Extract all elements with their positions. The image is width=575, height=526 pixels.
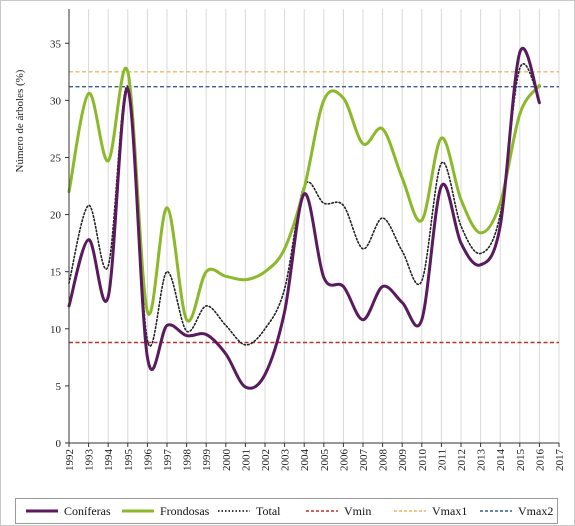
legend-swatch-vmax2 — [480, 510, 512, 512]
x-tick-label-2006: 2006 — [338, 449, 350, 472]
legend-label-vmin: Vmin — [344, 503, 372, 518]
x-tick-label-2016: 2016 — [534, 449, 546, 472]
legend-item-total: Total — [216, 502, 281, 520]
x-tick-label-2014: 2014 — [495, 449, 507, 472]
reference-lines — [69, 71, 559, 344]
legend-item-coniferas: Coníferas — [24, 502, 111, 520]
x-tick-label-2011: 2011 — [436, 449, 448, 471]
legend-item-vmax2: Vmax2 — [478, 502, 553, 520]
x-tick-label-2002: 2002 — [260, 449, 272, 471]
x-tick-label-2015: 2015 — [515, 449, 527, 472]
x-tick-label-1993: 1993 — [84, 449, 96, 472]
legend-item-vmin: Vmin — [304, 502, 371, 520]
y-tick-label-0: 0 — [56, 438, 62, 450]
legend-swatch-vmin — [306, 510, 338, 512]
legend-swatch-total — [218, 510, 250, 512]
x-tick-label-2007: 2007 — [358, 449, 370, 472]
x-tick-label-2017: 2017 — [554, 449, 566, 472]
legend-label-coniferas: Coníferas — [64, 503, 111, 518]
axes: 0 5 10 15 20 25 30 35 1992 1993 1994 1995 1996 1997 19… — [50, 9, 566, 471]
x-tick-label-1997: 1997 — [162, 449, 174, 472]
x-tick-label-2005: 2005 — [319, 449, 331, 472]
legend-label-total: Total — [256, 503, 281, 518]
x-tick-label-1994: 1994 — [103, 449, 115, 472]
x-tick-label-2004: 2004 — [299, 449, 311, 472]
grid-lines — [68, 9, 560, 443]
series-line-coniferas — [67, 47, 541, 390]
x-tick-label-2013: 2013 — [476, 449, 488, 472]
y-tick-label-10: 10 — [50, 324, 62, 336]
line-chart: 0 5 10 15 20 25 30 35 1992 1993 1994 1995 1996 1997 19… — [14, 9, 566, 471]
y-tick-label-25: 25 — [50, 152, 62, 164]
x-tick-label-2003: 2003 — [280, 449, 292, 472]
legend: Coníferas Frondosas Total Vmin Vmax1 Vma… — [15, 498, 558, 524]
data-series — [67, 47, 541, 390]
x-tick-label-2012: 2012 — [456, 449, 468, 471]
x-tick-label-1998: 1998 — [182, 449, 194, 472]
legend-item-vmax1: Vmax1 — [392, 502, 467, 520]
y-tick-label-20: 20 — [50, 210, 62, 222]
y-tick-label-5: 5 — [56, 381, 62, 393]
y-tick-label-30: 30 — [50, 95, 62, 107]
legend-swatch-vmax1 — [394, 510, 426, 512]
legend-label-vmax2: Vmax2 — [518, 503, 554, 518]
x-tick-label-2000: 2000 — [221, 449, 233, 472]
x-tick-label-2009: 2009 — [397, 449, 409, 472]
x-tick-label-1995: 1995 — [123, 449, 135, 472]
legend-label-frondosas: Frondosas — [160, 503, 210, 518]
legend-swatch-coniferas — [26, 509, 58, 513]
x-tick-label-1999: 1999 — [201, 449, 213, 472]
legend-swatch-frondosas — [122, 509, 154, 513]
x-tick-label-2010: 2010 — [417, 449, 429, 472]
legend-item-frondosas: Frondosas — [120, 502, 209, 520]
y-tick-label-15: 15 — [50, 267, 62, 279]
x-tick-label-1996: 1996 — [142, 449, 154, 472]
y-axis-label: Número de árboles (%) — [14, 69, 26, 172]
y-tick-label-35: 35 — [50, 38, 62, 50]
legend-label-vmax1: Vmax1 — [432, 503, 468, 518]
x-tick-label-2001: 2001 — [240, 449, 252, 471]
x-tick-label-1992: 1992 — [64, 449, 76, 471]
x-tick-label-2008: 2008 — [378, 449, 390, 472]
